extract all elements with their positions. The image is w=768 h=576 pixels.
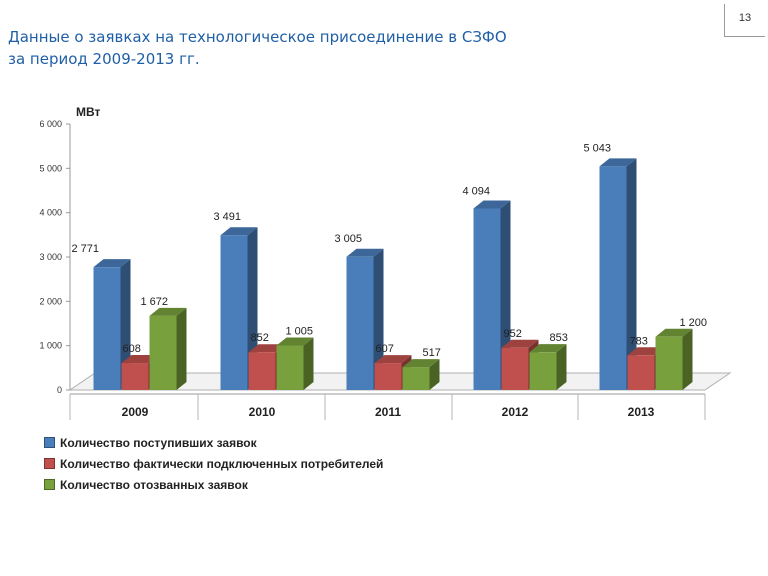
page-number: 13 xyxy=(724,4,765,37)
data-label-connected-2009: 608 xyxy=(123,343,141,355)
legend-swatch-withdrawn xyxy=(44,479,55,490)
data-label-connected-2011: 607 xyxy=(376,343,394,355)
x-tick-label-2011: 2011 xyxy=(375,405,401,419)
bar-withdrawn-2011 xyxy=(402,367,430,390)
bar-withdrawn-2012 xyxy=(529,352,557,390)
bar-connected-2009 xyxy=(121,363,149,390)
bar-connected-2012 xyxy=(501,347,529,390)
chart-legend: Количество поступивших заявок Количество… xyxy=(44,432,383,495)
bar-top-received-2012 xyxy=(473,200,511,209)
bar-top-connected-2012 xyxy=(501,339,539,348)
y-tick-label: 3 000 xyxy=(39,252,62,262)
x-tick-label-2013: 2013 xyxy=(628,405,655,419)
bar-withdrawn-2010 xyxy=(276,345,304,390)
slide-title-line-2: за период 2009-2013 гг. xyxy=(8,50,200,68)
bar-received-2013 xyxy=(599,166,627,390)
bar-top-received-2009 xyxy=(93,259,131,268)
y-tick-label: 1 000 xyxy=(39,341,62,351)
legend-swatch-received xyxy=(44,437,55,448)
bar-connected-2013 xyxy=(627,355,655,390)
bar-connected-2011 xyxy=(374,363,402,390)
y-tick-label: 0 xyxy=(57,385,62,395)
x-tick-label-2009: 2009 xyxy=(122,405,149,419)
legend-item-connected: Количество фактически подключенных потре… xyxy=(44,453,383,474)
slide-title-line-1: Данные о заявках на технологическое прис… xyxy=(8,28,507,46)
bar-top-connected-2010 xyxy=(248,344,286,353)
bar-top-received-2010 xyxy=(220,227,258,236)
legend-label-connected: Количество фактически подключенных потре… xyxy=(60,456,384,471)
y-tick-label: 6 000 xyxy=(39,119,62,129)
bar-top-connected-2013 xyxy=(627,347,665,356)
bar-received-2009 xyxy=(93,267,121,390)
bar-withdrawn-2009 xyxy=(149,315,177,390)
bar-top-withdrawn-2013 xyxy=(655,328,693,337)
y-tick-label: 5 000 xyxy=(39,163,62,173)
data-label-received-2010: 3 491 xyxy=(214,211,242,223)
legend-item-received: Количество поступивших заявок xyxy=(44,432,383,453)
legend-label-withdrawn: Количество отозванных заявок xyxy=(60,477,248,492)
bar-received-2010 xyxy=(220,235,248,390)
y-axis-label: МВт xyxy=(76,105,101,119)
bar-top-withdrawn-2010 xyxy=(276,337,314,346)
data-label-connected-2013: 783 xyxy=(630,335,648,347)
bar-top-connected-2009 xyxy=(121,355,159,364)
bar-top-connected-2011 xyxy=(374,355,412,364)
bar-side-withdrawn-2011 xyxy=(429,359,440,390)
bar-side-withdrawn-2013 xyxy=(682,328,693,390)
bar-top-withdrawn-2009 xyxy=(149,307,187,316)
x-tick-label-2010: 2010 xyxy=(249,405,276,419)
bar-side-withdrawn-2012 xyxy=(556,344,567,390)
data-label-received-2011: 3 005 xyxy=(335,233,363,245)
legend-label-received: Количество поступивших заявок xyxy=(60,435,257,450)
data-label-withdrawn-2012: 853 xyxy=(550,332,568,344)
bar-top-withdrawn-2012 xyxy=(529,344,567,353)
data-label-withdrawn-2009: 1 672 xyxy=(141,296,169,308)
slide-title: Данные о заявках на технологическое прис… xyxy=(8,26,608,70)
bar-withdrawn-2013 xyxy=(655,336,683,390)
data-label-connected-2010: 852 xyxy=(251,332,269,344)
bar-received-2012 xyxy=(473,208,501,390)
data-label-received-2012: 4 094 xyxy=(463,185,491,197)
bar-top-withdrawn-2011 xyxy=(402,359,440,368)
bar-side-received-2011 xyxy=(373,248,384,390)
data-label-received-2009: 2 771 xyxy=(72,243,100,255)
data-label-received-2013: 5 043 xyxy=(584,142,612,154)
bar-side-received-2009 xyxy=(120,259,131,390)
bar-top-received-2013 xyxy=(599,158,637,167)
data-label-withdrawn-2013: 1 200 xyxy=(680,317,708,329)
data-label-withdrawn-2010: 1 005 xyxy=(286,325,314,337)
data-label-withdrawn-2011: 517 xyxy=(423,347,441,359)
bar-top-received-2011 xyxy=(346,248,384,257)
bar-side-withdrawn-2009 xyxy=(176,307,187,390)
x-tick-label-2012: 2012 xyxy=(502,405,529,419)
y-tick-label: 4 000 xyxy=(39,208,62,218)
legend-swatch-connected xyxy=(44,458,55,469)
bar-side-received-2013 xyxy=(626,158,637,390)
bar-received-2011 xyxy=(346,256,374,390)
data-label-connected-2012: 952 xyxy=(504,328,522,340)
bar-side-withdrawn-2010 xyxy=(303,337,314,390)
bar-connected-2010 xyxy=(248,352,276,390)
y-tick-label: 2 000 xyxy=(39,296,62,306)
legend-item-withdrawn: Количество отозванных заявок xyxy=(44,474,383,495)
